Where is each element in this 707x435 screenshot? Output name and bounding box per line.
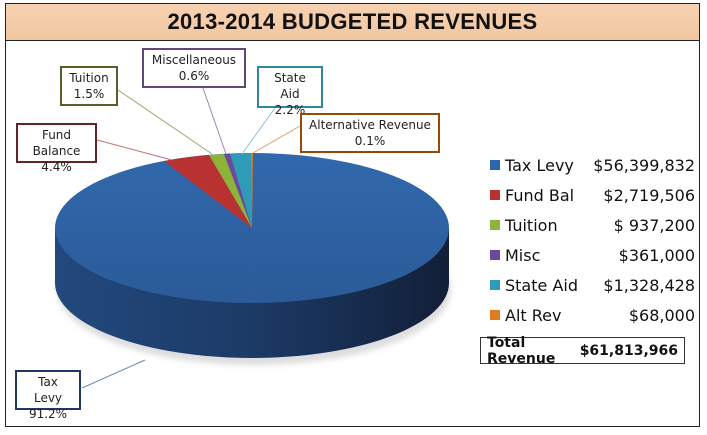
legend-value: $56,399,832 xyxy=(593,155,695,175)
callout-tax-levy: Tax Levy 91.2% xyxy=(15,370,81,421)
slice-tuition xyxy=(209,154,252,228)
callout-miscellaneous: Miscellaneous 0.6% xyxy=(142,48,246,88)
callout-pct: 0.6% xyxy=(178,69,210,83)
total-value: $61,813,966 xyxy=(579,342,678,359)
legend-label: Alt Rev xyxy=(505,305,562,325)
legend-value: $361,000 xyxy=(618,245,695,265)
title-bar: 2013-2014 BUDGETED REVENUES xyxy=(6,4,699,41)
swatch-icon xyxy=(490,250,500,260)
legend-label: Tuition xyxy=(505,215,558,235)
slice-fund-balance xyxy=(164,155,252,228)
swatch-icon xyxy=(490,280,500,290)
swatch-icon xyxy=(490,310,500,320)
swatch-icon xyxy=(490,220,500,230)
callout-pct: 91.2% xyxy=(28,407,68,421)
callout-label: State Aid xyxy=(274,71,306,101)
callout-label: Tax Levy xyxy=(33,375,63,405)
legend-label: State Aid xyxy=(505,275,578,295)
callout-label: Alternative Revenue xyxy=(309,118,431,132)
callout-pct: 1.5% xyxy=(73,87,105,101)
chart-title: 2013-2014 BUDGETED REVENUES xyxy=(167,9,538,34)
legend-label: Fund Bal xyxy=(505,185,575,205)
legend-label: Misc xyxy=(505,245,541,265)
legend-item-alt-rev: Alt Rev $68,000 xyxy=(490,300,695,330)
legend-item-misc: Misc $361,000 xyxy=(490,240,695,270)
callout-label: Fund Balance xyxy=(32,128,81,158)
total-revenue-box: Total Revenue $61,813,966 xyxy=(480,334,685,367)
slice-state-aid xyxy=(230,153,252,228)
callout-pct: 4.4% xyxy=(41,160,72,174)
callout-fund-balance: Fund Balance 4.4% xyxy=(16,123,97,174)
callout-state-aid: State Aid 2.2% xyxy=(257,66,323,117)
legend-item-state-aid: State Aid $1,328,428 xyxy=(490,270,695,300)
legend-item-tuition: Tuition $ 937,200 xyxy=(490,210,695,240)
swatch-icon xyxy=(490,190,500,200)
callout-alternative-revenue: Alternative Revenue 0.1% xyxy=(300,113,440,153)
callout-label: Tuition xyxy=(69,71,109,85)
legend-item-fund-bal: Fund Bal $2,719,506 xyxy=(490,180,695,210)
swatch-icon xyxy=(490,160,500,170)
callout-tuition: Tuition 1.5% xyxy=(60,66,118,106)
legend-value: $68,000 xyxy=(628,305,695,325)
legend-item-tax-levy: Tax Levy $56,399,832 xyxy=(490,150,695,180)
legend-value: $2,719,506 xyxy=(603,185,695,205)
legend-value: $1,328,428 xyxy=(603,275,695,295)
callout-pct: 2.2% xyxy=(274,103,306,117)
callout-label: Miscellaneous xyxy=(151,53,237,67)
slice-miscellaneous xyxy=(224,153,252,228)
legend-value: $ 937,200 xyxy=(613,215,695,235)
callout-pct: 0.1% xyxy=(354,134,386,148)
total-label: Total Revenue xyxy=(487,334,556,367)
slice-alternative-revenue xyxy=(251,153,253,228)
legend-label: Tax Levy xyxy=(505,155,574,175)
legend: Tax Levy $56,399,832 Fund Bal $2,719,506… xyxy=(490,150,695,330)
